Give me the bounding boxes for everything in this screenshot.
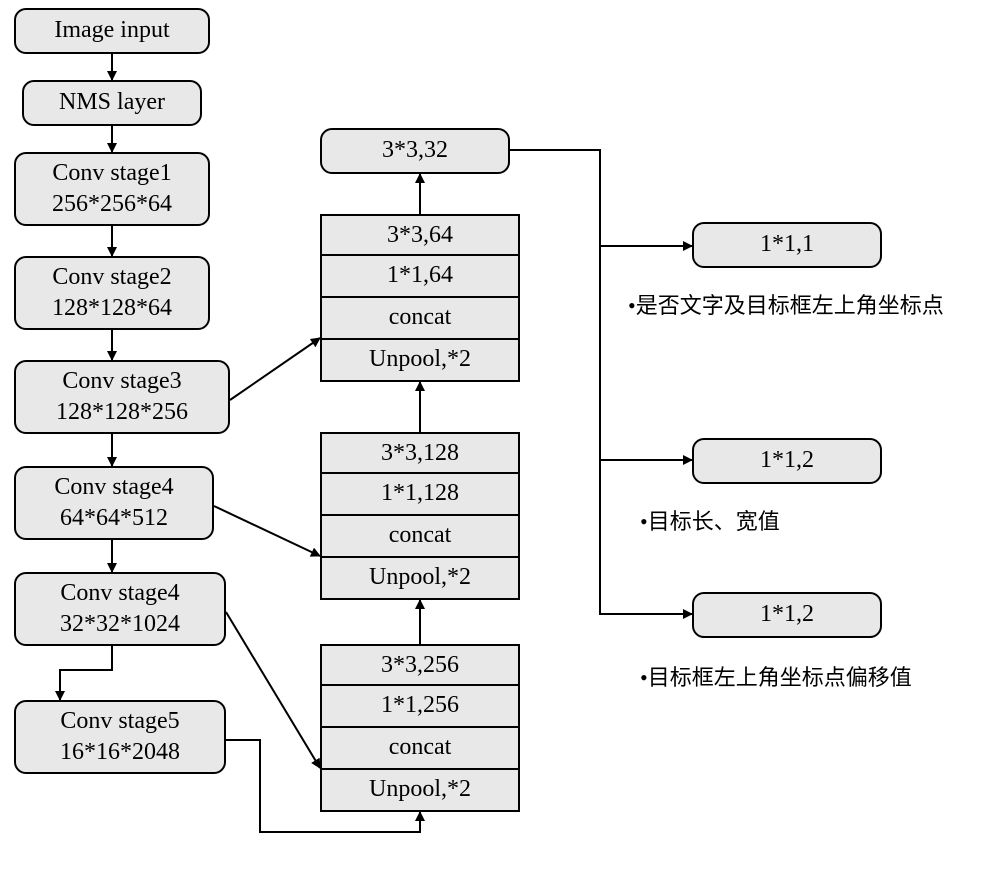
output-2-box: 1*1,2 — [692, 438, 882, 484]
shape: 128*128*256 — [56, 397, 188, 428]
cell: concat — [320, 516, 520, 558]
cell: 3*3,64 — [320, 214, 520, 256]
shape: 32*32*1024 — [60, 609, 180, 640]
conv2-box: Conv stage2 128*128*64 — [14, 256, 210, 330]
conv4b-box: Conv stage4 32*32*1024 — [14, 572, 226, 646]
shape: 16*16*2048 — [60, 737, 180, 768]
label: Image input — [54, 15, 169, 46]
label: 1*1,1 — [760, 229, 814, 260]
label: NMS layer — [59, 87, 165, 118]
cell: Unpool,*2 — [320, 558, 520, 600]
decoder-stack-2: 3*3,128 1*1,128 concat Unpool,*2 — [320, 432, 520, 600]
label: Conv stage3 — [62, 366, 181, 397]
caption-2: •目标长、宽值 — [640, 504, 780, 536]
cell: Unpool,*2 — [320, 770, 520, 812]
label: Conv stage1 — [52, 158, 171, 189]
label: Conv stage4 — [60, 578, 179, 609]
cell: 1*1,64 — [320, 256, 520, 298]
shape: 64*64*512 — [60, 503, 168, 534]
cell: Unpool,*2 — [320, 340, 520, 382]
image-input-box: Image input — [14, 8, 210, 54]
decoder-stack-3: 3*3,256 1*1,256 concat Unpool,*2 — [320, 644, 520, 812]
top-conv-box: 3*3,32 — [320, 128, 510, 174]
label: 1*1,2 — [760, 599, 814, 630]
decoder-stack-1: 3*3,64 1*1,64 concat Unpool,*2 — [320, 214, 520, 382]
cell: concat — [320, 728, 520, 770]
conv4a-box: Conv stage4 64*64*512 — [14, 466, 214, 540]
label: Conv stage4 — [54, 472, 173, 503]
label: 3*3,32 — [382, 135, 448, 166]
output-3-box: 1*1,2 — [692, 592, 882, 638]
output-1-box: 1*1,1 — [692, 222, 882, 268]
label: Conv stage2 — [52, 262, 171, 293]
conv1-box: Conv stage1 256*256*64 — [14, 152, 210, 226]
conv3-box: Conv stage3 128*128*256 — [14, 360, 230, 434]
label: 1*1,2 — [760, 445, 814, 476]
shape: 128*128*64 — [52, 293, 172, 324]
cell: concat — [320, 298, 520, 340]
conv5-box: Conv stage5 16*16*2048 — [14, 700, 226, 774]
caption-1: •是否文字及目标框左上角坐标点 — [628, 288, 944, 320]
caption-3: •目标框左上角坐标点偏移值 — [640, 660, 912, 692]
label: Conv stage5 — [60, 706, 179, 737]
cell: 1*1,256 — [320, 686, 520, 728]
cell: 3*3,256 — [320, 644, 520, 686]
cell: 1*1,128 — [320, 474, 520, 516]
nms-box: NMS layer — [22, 80, 202, 126]
cell: 3*3,128 — [320, 432, 520, 474]
shape: 256*256*64 — [52, 189, 172, 220]
